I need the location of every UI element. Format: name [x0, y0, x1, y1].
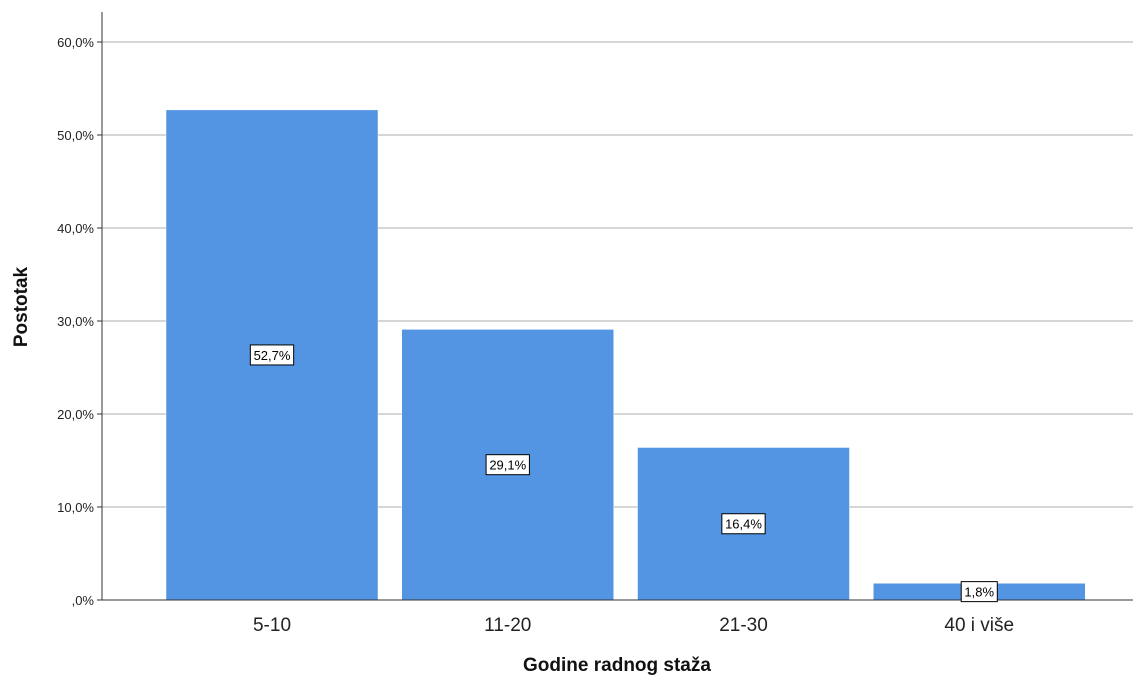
x-tick-label: 21-30 [719, 615, 768, 636]
y-tick-label: 50,0% [57, 128, 94, 143]
x-tick-label: 40 i više [944, 615, 1014, 636]
y-tick-label: 40,0% [57, 221, 94, 236]
data-label-text: 52,7% [254, 348, 291, 363]
data-label-text: 1,8% [964, 585, 994, 600]
data-label-box [249, 344, 295, 366]
data-label: 52,7% [249, 344, 295, 366]
x-tick-label: 5-10 [253, 615, 291, 636]
data-label-box [485, 454, 530, 476]
bars [165, 109, 1086, 601]
y-tick-label: 30,0% [57, 314, 94, 329]
y-tick-label: 20,0% [57, 407, 94, 422]
x-tick-labels: 5-10 11-20 21-30 40 i više [253, 615, 1014, 636]
data-label-box [960, 581, 998, 603]
data-label-text: 29,1% [489, 458, 526, 473]
y-tick-label: 10,0% [57, 500, 94, 515]
y-tick-labels: ,0% 10,0% 20,0% 30,0% 40,0% 50,0% 60,0% [57, 35, 102, 608]
y-axis-title: Postotak [11, 266, 32, 347]
data-label: 29,1% [485, 454, 530, 476]
data-label-text: 16,4% [725, 517, 762, 532]
data-label: 16,4% [721, 513, 766, 535]
y-tick-label: ,0% [72, 593, 95, 608]
data-label: 1,8% [960, 581, 998, 603]
y-tick-label: 60,0% [57, 35, 94, 50]
x-axis-title: Godine radnog staža [523, 655, 711, 676]
data-labels: 52,7% 29,1% 16,4% 1,8% [249, 344, 998, 603]
data-label-box [721, 513, 766, 535]
x-tick-label: 11-20 [484, 615, 531, 636]
